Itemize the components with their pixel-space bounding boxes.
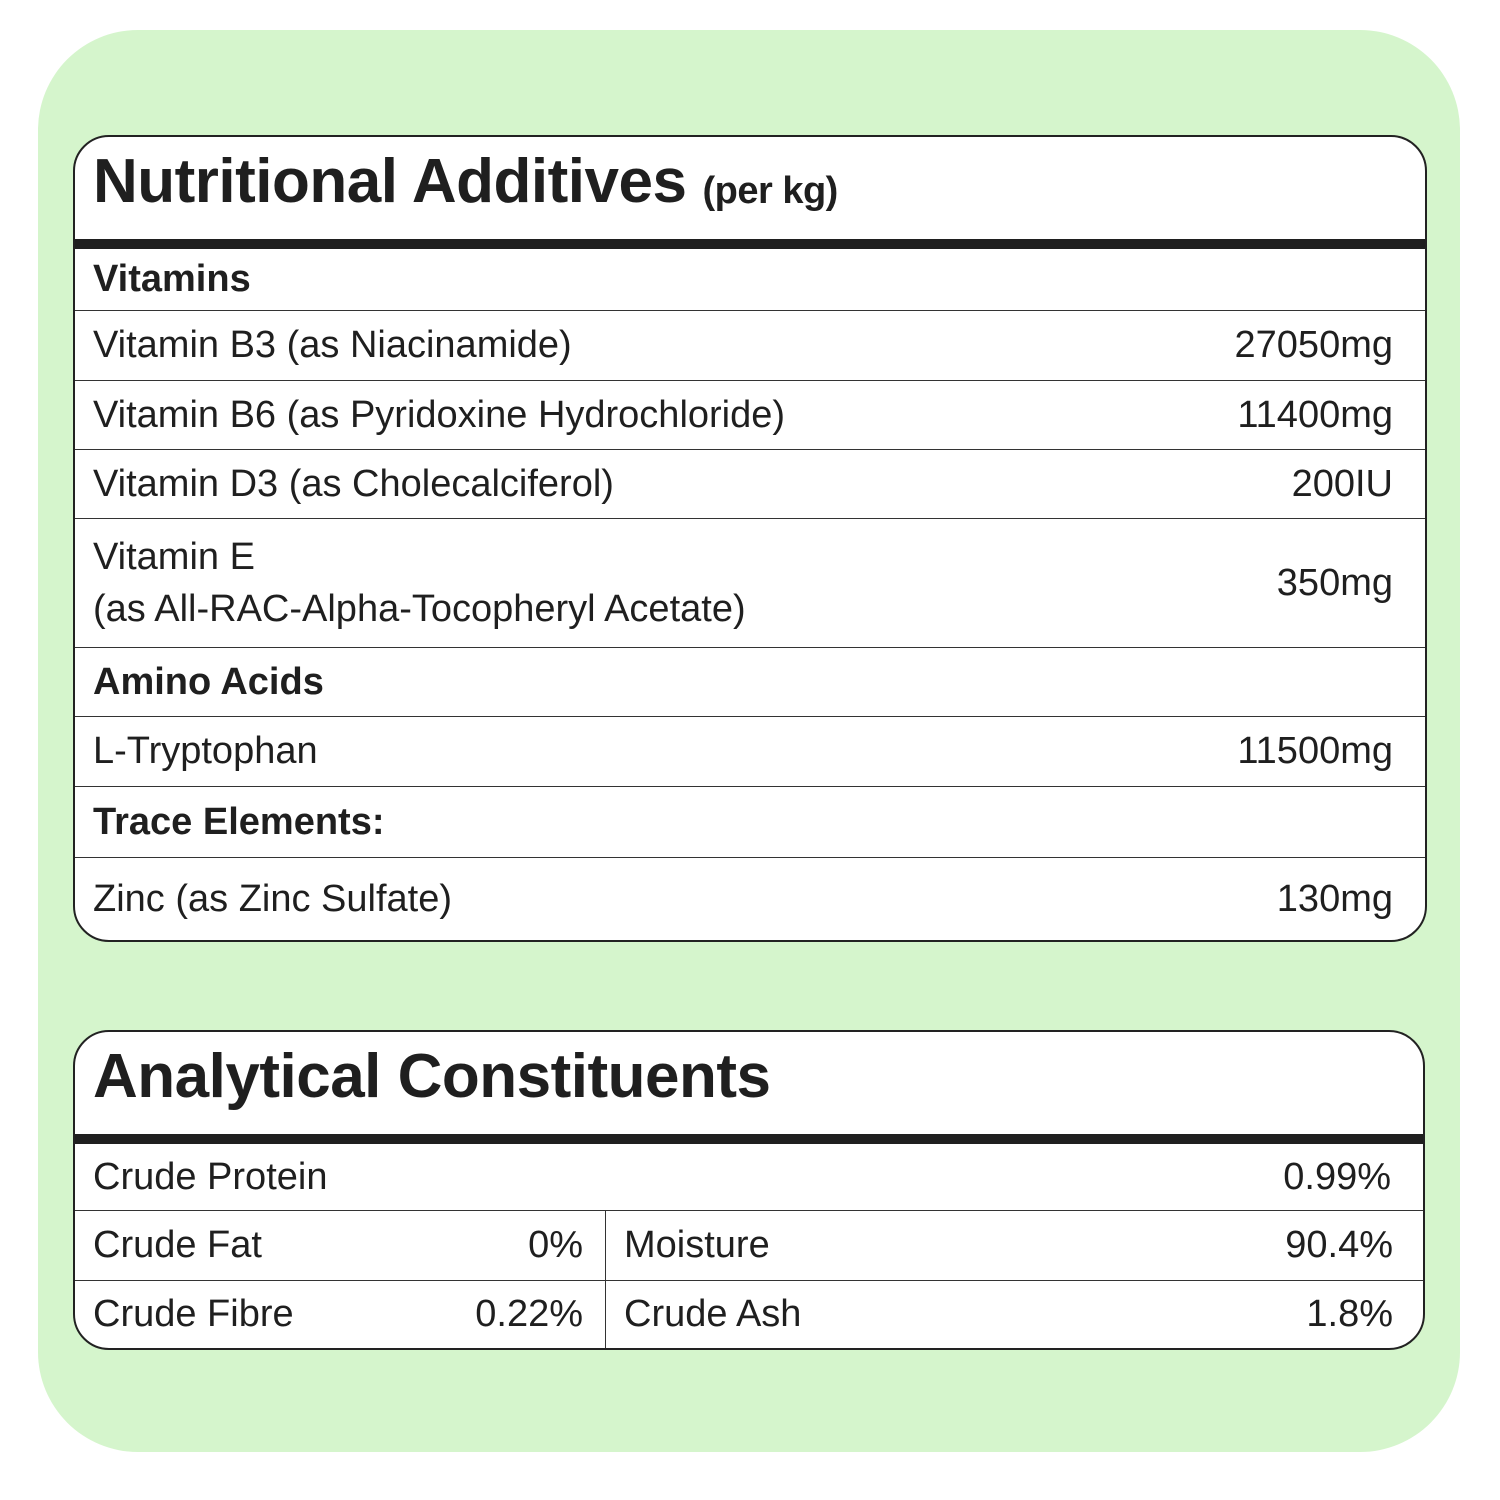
title-text: Nutritional Additives xyxy=(93,147,687,216)
constituent-name: Crude Ash xyxy=(624,1293,802,1335)
constituent-pair-row: Crude Fibre 0.22% Crude Ash 1.8% xyxy=(75,1280,1423,1348)
constituent-amount: 0.22% xyxy=(475,1293,583,1335)
nutrient-row: Zinc (as Zinc Sulfate) 130mg xyxy=(75,857,1425,940)
nutrient-name: Vitamin E xyxy=(93,536,255,578)
nutrient-row: Vitamin D3 (as Cholecalciferol) 200IU xyxy=(75,449,1425,518)
card-title: Nutritional Additives (per kg) xyxy=(75,137,1425,239)
heading-text: Trace Elements: xyxy=(93,800,385,843)
nutrient-amount: 130mg xyxy=(1276,877,1393,920)
section-heading: Amino Acids xyxy=(75,647,1425,716)
divider-bar xyxy=(75,239,1425,249)
nutrient-name: L-Tryptophan xyxy=(93,730,318,772)
constituent-amount: 0.99% xyxy=(1283,1155,1391,1198)
constituent-cell: Moisture 90.4% xyxy=(606,1211,1423,1280)
nutrient-amount: 200IU xyxy=(1291,462,1393,505)
divider-bar xyxy=(75,1134,1423,1144)
nutrient-name: Vitamin D3 (as Cholecalciferol) xyxy=(93,462,614,505)
constituent-cell: Crude Fibre 0.22% xyxy=(75,1281,606,1348)
constituents-card: Analytical Constituents Crude Protein 0.9… xyxy=(73,1030,1425,1350)
card-title: Analytical Constituents xyxy=(75,1032,1423,1134)
nutrient-amount: 27050mg xyxy=(1234,324,1393,366)
constituent-name: Crude Fibre xyxy=(93,1293,294,1335)
nutrient-amount: 11400mg xyxy=(1237,393,1393,436)
nutrient-row: Vitamin E (as All-RAC-Alpha-Tocopheryl Ac… xyxy=(75,518,1425,647)
constituent-name: Crude Protein xyxy=(93,1155,328,1198)
title-subtitle: (per kg) xyxy=(702,170,838,212)
nutrient-row: L-Tryptophan 11500mg xyxy=(75,716,1425,786)
constituent-pair-row: Crude Fat 0% Moisture 90.4% xyxy=(75,1210,1423,1280)
constituent-name: Moisture xyxy=(624,1224,770,1266)
section-heading: Trace Elements: xyxy=(75,786,1425,857)
heading-text: Amino Acids xyxy=(93,660,324,703)
nutrient-row: Vitamin B3 (as Niacinamide) 27050mg xyxy=(75,310,1425,380)
constituent-amount: 1.8% xyxy=(1306,1293,1393,1335)
heading-text: Vitamins xyxy=(93,258,251,300)
nutrient-name: Vitamin B6 (as Pyridoxine Hydrochloride) xyxy=(93,393,786,436)
section-heading: Vitamins xyxy=(75,249,1425,310)
title-text: Analytical Constituents xyxy=(93,1042,771,1111)
nutrient-name: Vitamin B3 (as Niacinamide) xyxy=(93,324,572,366)
nutrient-amount: 11500mg xyxy=(1237,730,1393,772)
constituent-cell: Crude Ash 1.8% xyxy=(606,1281,1423,1348)
nutrient-row: Vitamin B6 (as Pyridoxine Hydrochloride)… xyxy=(75,380,1425,449)
nutrient-amount: 350mg xyxy=(1276,561,1393,604)
constituent-amount: 0% xyxy=(528,1224,583,1266)
constituent-cell: Crude Fat 0% xyxy=(75,1211,606,1280)
nutrient-note: (as All-RAC-Alpha-Tocopheryl Acetate) xyxy=(93,588,746,630)
constituent-row: Crude Protein 0.99% xyxy=(75,1144,1423,1210)
nutrient-name: Zinc (as Zinc Sulfate) xyxy=(93,877,452,920)
constituent-amount: 90.4% xyxy=(1285,1224,1393,1266)
additives-card: Nutritional Additives (per kg) Vitamins … xyxy=(73,135,1427,942)
constituent-name: Crude Fat xyxy=(93,1224,262,1266)
nutrient-name-block: Vitamin E (as All-RAC-Alpha-Tocopheryl Ac… xyxy=(93,531,746,635)
